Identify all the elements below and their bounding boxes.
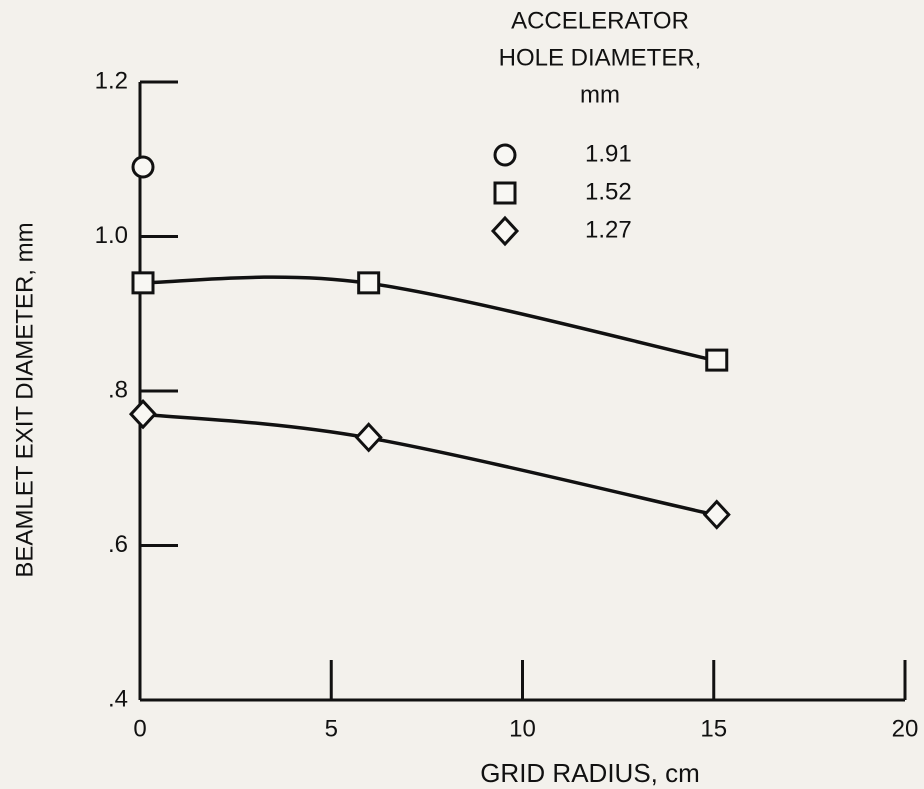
legend-title: ACCELERATOR bbox=[511, 7, 689, 34]
x-tick-label: 5 bbox=[325, 715, 338, 742]
legend-label: 1.27 bbox=[585, 216, 632, 243]
y-tick-label: 1.0 bbox=[95, 222, 128, 249]
fit-line bbox=[139, 412, 715, 517]
marker-diamond bbox=[354, 422, 383, 453]
marker-square bbox=[705, 348, 729, 372]
y-tick-label: .4 bbox=[108, 685, 128, 712]
y-axis-label: BEAMLET EXIT DIAMETER, mm bbox=[11, 222, 38, 577]
fit-line bbox=[139, 275, 715, 362]
y-tick-label: .8 bbox=[108, 376, 128, 403]
legend-title: HOLE DIAMETER, bbox=[499, 44, 702, 71]
marker-square bbox=[357, 271, 381, 295]
x-tick-label: 10 bbox=[509, 715, 536, 742]
marker-square bbox=[131, 271, 155, 295]
y-tick-label: 1.2 bbox=[95, 67, 128, 94]
x-tick-label: 15 bbox=[700, 715, 727, 742]
marker-diamond bbox=[702, 499, 731, 530]
marker-circle bbox=[131, 155, 155, 179]
x-tick-label: 0 bbox=[133, 715, 146, 742]
marker-diamond bbox=[128, 398, 158, 430]
x-tick-label: 20 bbox=[892, 715, 919, 742]
x-axis-label: GRID RADIUS, cm bbox=[480, 758, 700, 788]
legend-title: mm bbox=[580, 81, 620, 108]
legend-label: 1.52 bbox=[585, 178, 632, 205]
marker-square bbox=[493, 181, 517, 205]
marker-circle bbox=[493, 143, 517, 167]
marker-diamond bbox=[490, 215, 520, 247]
y-tick-label: .6 bbox=[108, 531, 128, 558]
legend-label: 1.91 bbox=[585, 140, 632, 167]
